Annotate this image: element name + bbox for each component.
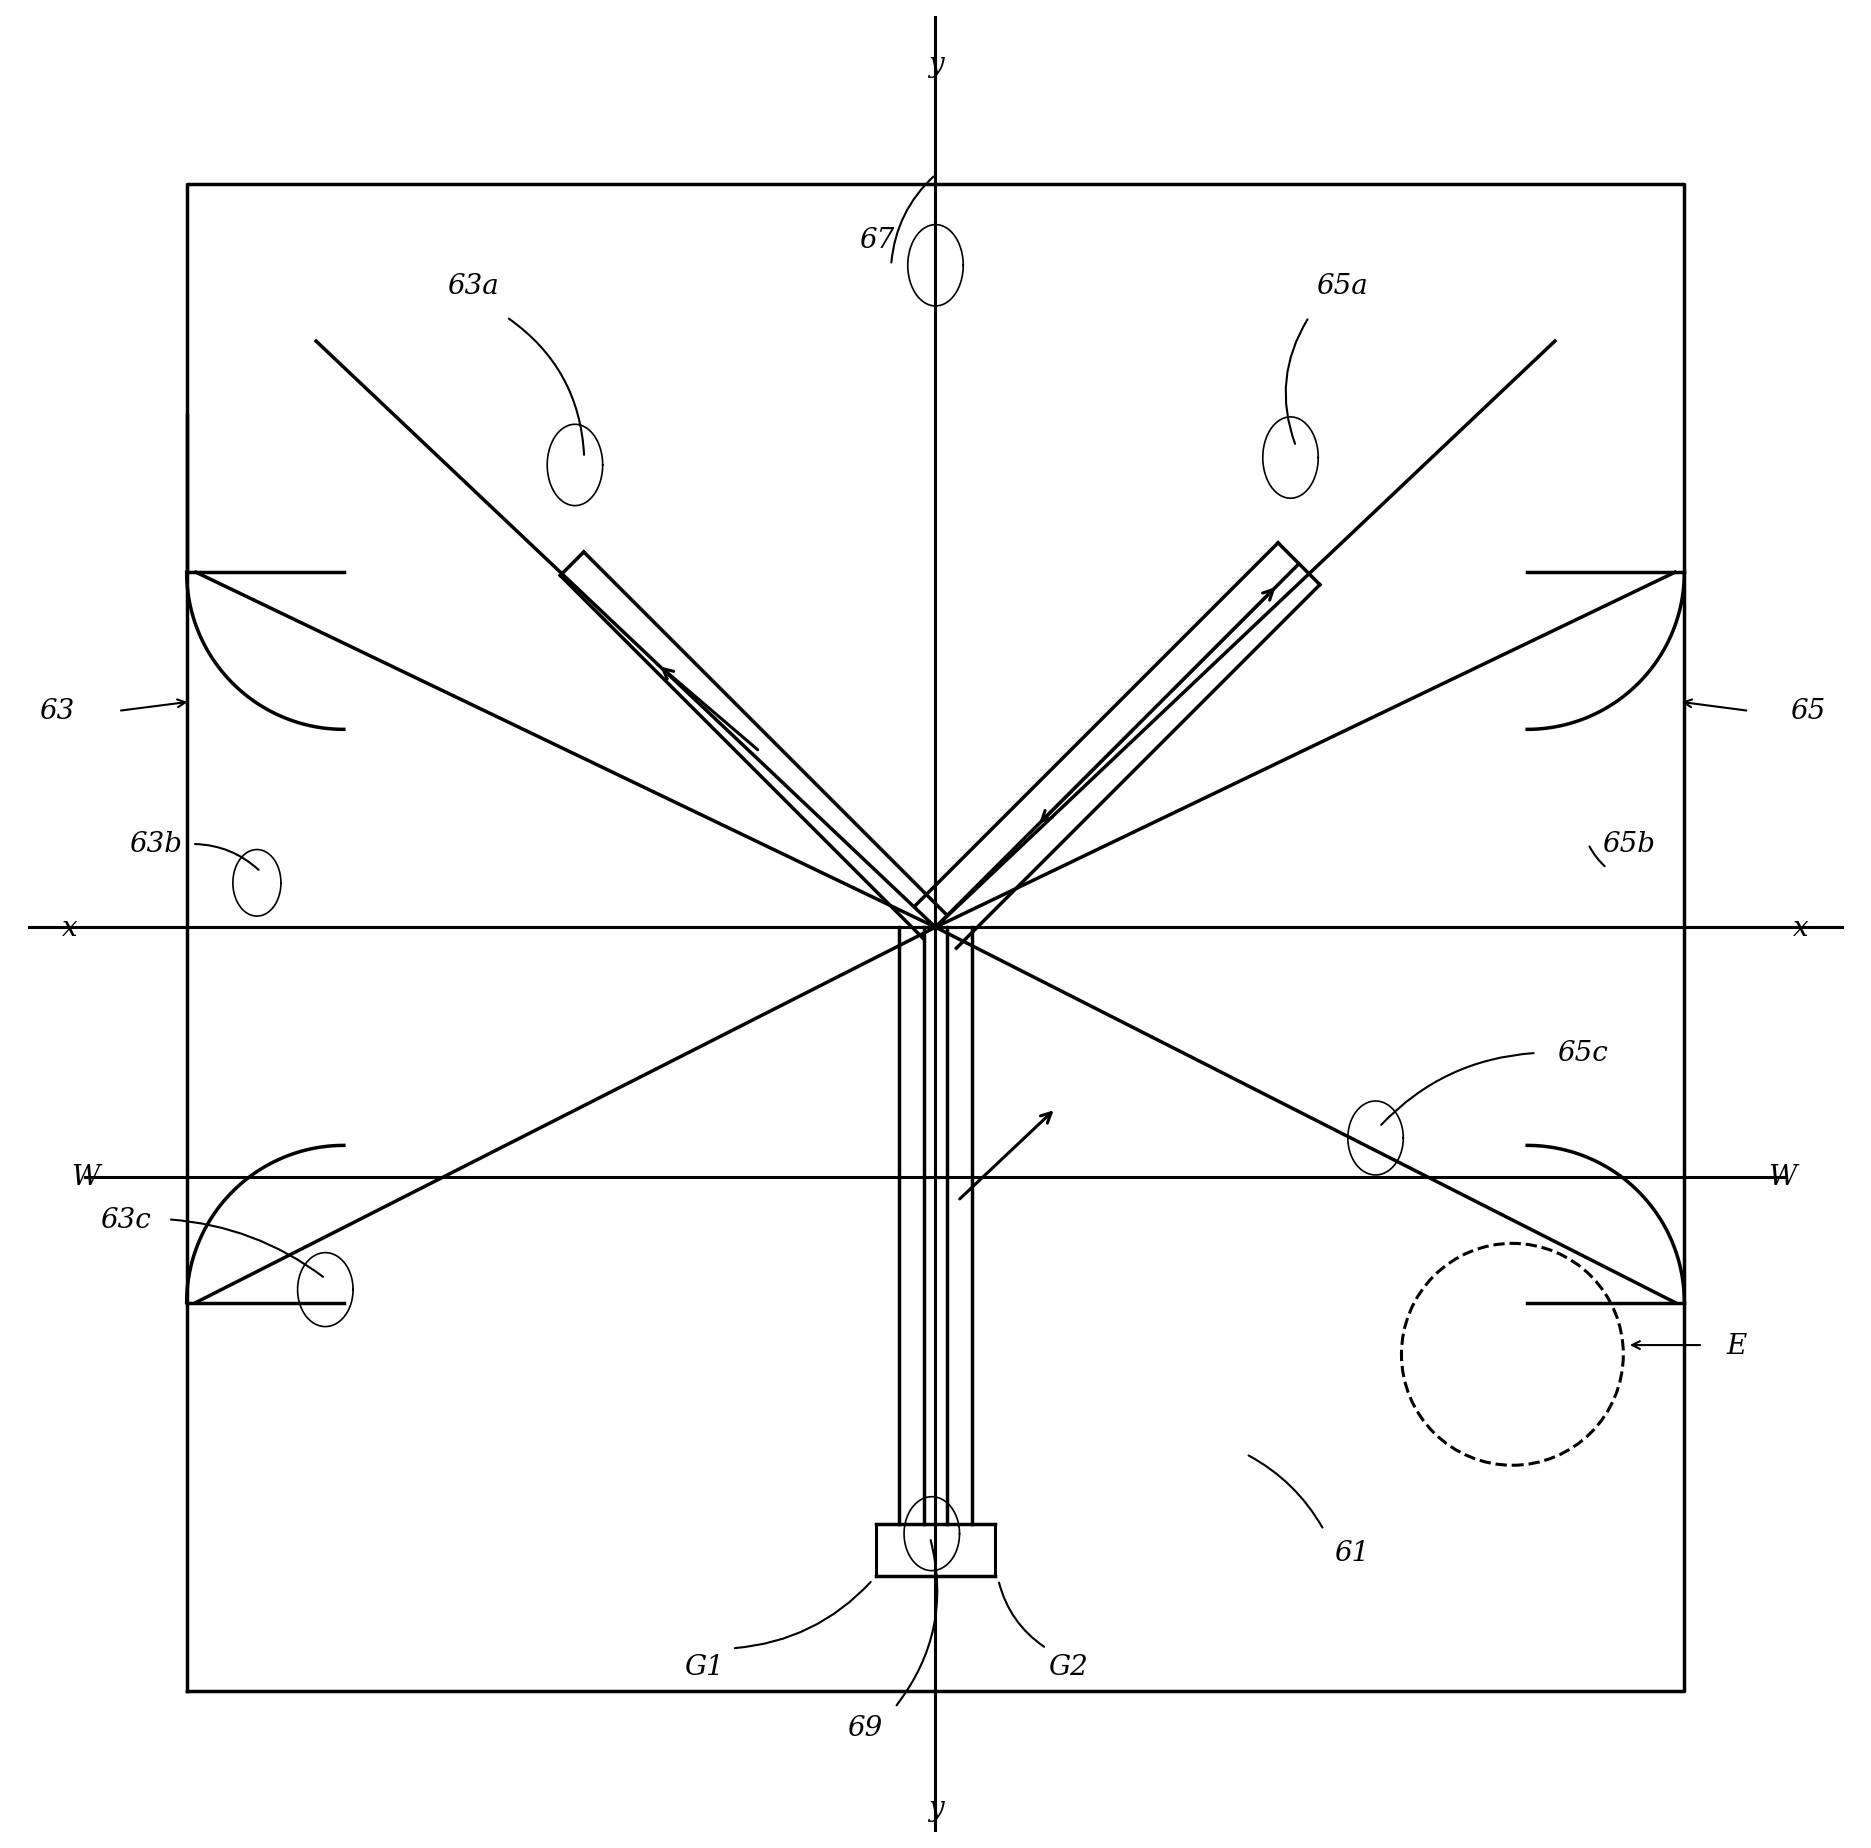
Text: y: y bbox=[928, 52, 943, 78]
Text: 63c: 63c bbox=[101, 1207, 152, 1233]
Text: y: y bbox=[928, 1794, 943, 1820]
Text: 65c: 65c bbox=[1557, 1040, 1607, 1066]
Text: G1: G1 bbox=[685, 1654, 724, 1680]
Text: 69: 69 bbox=[848, 1715, 883, 1741]
Text: x: x bbox=[62, 915, 79, 941]
Text: 63a: 63a bbox=[447, 274, 500, 299]
Text: 65b: 65b bbox=[1602, 832, 1656, 857]
Text: 63: 63 bbox=[39, 699, 75, 724]
Text: 65a: 65a bbox=[1317, 274, 1368, 299]
Text: x: x bbox=[1792, 915, 1809, 941]
Text: W: W bbox=[1768, 1164, 1796, 1190]
Text: 61: 61 bbox=[1334, 1539, 1370, 1565]
Text: 63b: 63b bbox=[129, 832, 181, 857]
Text: 67: 67 bbox=[859, 227, 894, 253]
Text: W: W bbox=[71, 1164, 99, 1190]
Text: 65: 65 bbox=[1791, 699, 1826, 724]
Text: E: E bbox=[1725, 1332, 1746, 1358]
Text: G2: G2 bbox=[1050, 1654, 1089, 1680]
